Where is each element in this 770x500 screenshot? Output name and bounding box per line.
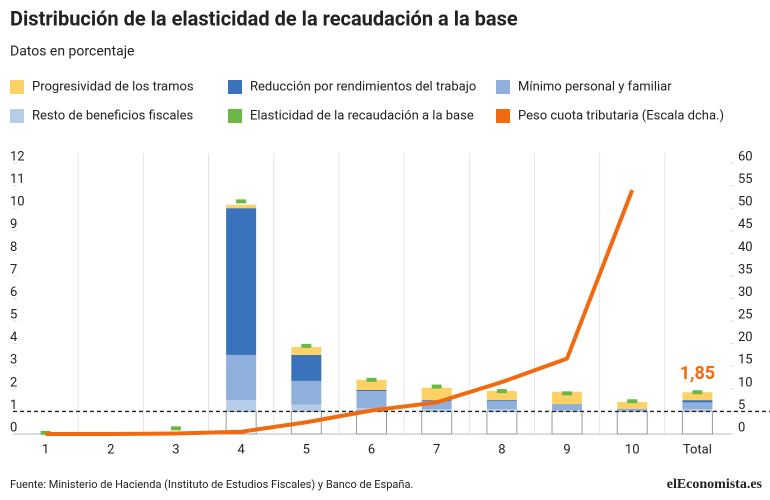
y-tick-label: 9	[10, 217, 17, 232]
y2-tick-label: 5	[738, 398, 745, 413]
y-tick-label: 1	[10, 398, 17, 413]
y2-tick-label: 20	[738, 330, 753, 345]
y-tick-label: 4	[10, 330, 18, 345]
line	[45, 189, 635, 436]
y2-tick-label: 45	[738, 217, 753, 232]
elasticity-marker	[431, 384, 442, 389]
y2-tick-label: 35	[738, 262, 753, 277]
x-tick-label: 2	[107, 442, 114, 457]
bar-segment	[356, 391, 387, 409]
bar-segment	[552, 404, 583, 411]
legend-label: Peso cuota tributaria (Escala dcha.)	[518, 108, 724, 123]
legend-swatch	[228, 109, 242, 123]
bar-segment	[226, 400, 257, 412]
bar-segment	[486, 400, 517, 402]
y-tick-label: 6	[10, 285, 17, 300]
y2-tick-label: 60	[738, 149, 753, 164]
y2-tick-label: 25	[738, 308, 753, 323]
y-tick-label: 7	[10, 262, 17, 277]
bar-segment	[617, 408, 648, 411]
bar-segment	[552, 391, 583, 405]
y-tick-label: 5	[10, 308, 17, 323]
bar-segment	[682, 392, 713, 401]
elasticity-marker	[496, 389, 507, 394]
source: Fuente: Ministerio de Hacienda (Institut…	[10, 478, 413, 491]
y2-tick-label: 55	[738, 172, 753, 187]
y2-tick-label: 50	[738, 195, 753, 210]
base-box	[681, 410, 713, 435]
bar-segment	[356, 379, 387, 390]
y2-tick-label: 15	[738, 353, 753, 368]
bar-segment	[486, 409, 517, 412]
legend-label: Elasticidad de la recaudación a la base	[250, 108, 474, 123]
x-tick-label: 10	[625, 442, 640, 457]
y-tick-label: 3	[10, 353, 17, 368]
bar-segment	[291, 347, 322, 355]
legend-label: Reducción por rendimientos del trabajo	[250, 79, 476, 94]
bar-segment	[682, 402, 713, 410]
elasticity-marker	[236, 199, 247, 204]
logo: elEconomista.es	[667, 477, 763, 492]
bar-segment	[226, 354, 257, 401]
elasticity-marker	[692, 390, 703, 395]
legend-label: Resto de beneficios fiscales	[32, 108, 193, 123]
base-box	[616, 410, 648, 435]
y-tick-label: 2	[10, 375, 17, 390]
legend-swatch	[10, 80, 24, 94]
legend-swatch	[496, 80, 510, 94]
bar-segment	[226, 204, 257, 209]
elasticity-marker	[170, 426, 181, 431]
elasticity-marker	[627, 399, 638, 404]
base-box	[551, 410, 583, 435]
base-box	[356, 410, 387, 435]
bar-segment	[291, 404, 322, 412]
elasticity-marker	[301, 343, 312, 348]
x-tick-label: 1	[42, 442, 49, 457]
bar-segment	[486, 401, 517, 410]
y2-tick-label: 0	[738, 420, 745, 435]
y2-tick-label: 40	[738, 240, 753, 255]
bar-segment	[486, 391, 517, 401]
elasticity-marker	[562, 391, 573, 396]
y-tick-label: 10	[10, 195, 25, 210]
y-tick-label: 12	[10, 149, 25, 164]
x-tick-label: 5	[303, 442, 310, 457]
legend-swatch	[10, 109, 24, 123]
x-tick-label: 6	[368, 442, 375, 457]
x-tick-label: 8	[498, 442, 505, 457]
elasticity-marker	[366, 377, 377, 382]
bar-segment	[226, 208, 257, 355]
x-tick-label: Total	[683, 442, 712, 457]
bar-segment	[291, 380, 322, 405]
bar-segment	[682, 400, 713, 403]
x-tick-label: 9	[563, 442, 570, 457]
y-tick-label: 8	[10, 240, 17, 255]
y-tick-label: 0	[10, 420, 17, 435]
bar-segment	[421, 387, 452, 401]
x-tick-label: 4	[237, 442, 245, 457]
bar-segment	[291, 354, 322, 381]
y2-tick-label: 30	[738, 285, 753, 300]
bar-segment	[356, 389, 387, 392]
legend-label: Mínimo personal y familiar	[518, 79, 672, 94]
bar-segment	[421, 409, 452, 412]
legend-swatch	[496, 109, 510, 123]
legend-swatch	[228, 80, 242, 94]
bar-segment	[617, 401, 648, 409]
y2-tick-label: 10	[738, 375, 753, 390]
value-label: 1,85	[680, 363, 715, 384]
chart-subtitle: Datos en porcentaje	[10, 44, 134, 60]
base-box	[421, 410, 453, 435]
x-tick-label: 3	[172, 442, 179, 457]
y-tick-label: 11	[10, 172, 25, 187]
bar-segment	[421, 401, 452, 410]
bar-segment	[682, 409, 713, 412]
chart-title: Distribución de la elasticidad de la rec…	[10, 6, 518, 30]
x-tick-label: 7	[433, 442, 440, 457]
base-box	[486, 410, 518, 435]
legend-label: Progresividad de los tramos	[32, 79, 194, 94]
